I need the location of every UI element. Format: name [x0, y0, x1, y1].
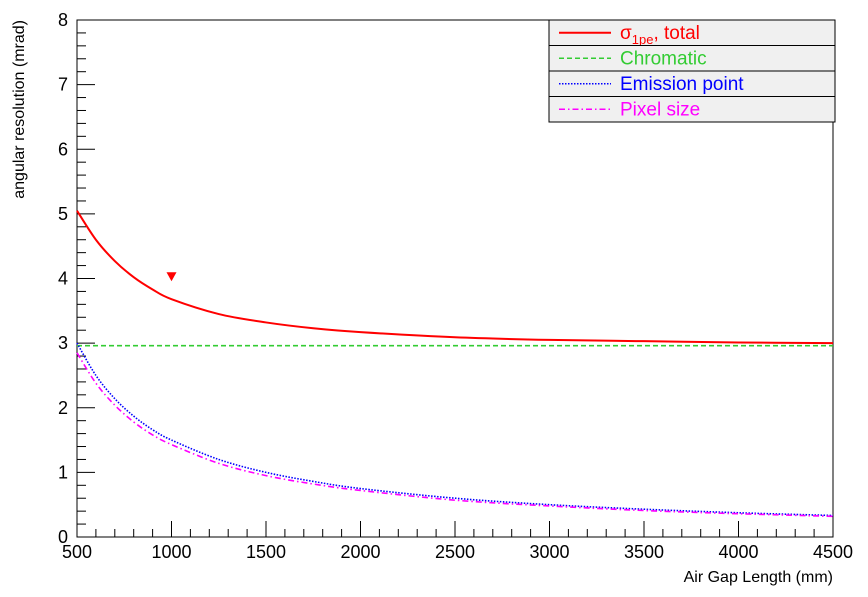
legend-label-subscript: 1pe [632, 32, 654, 47]
series-line-emission-point [76, 342, 834, 517]
x-tick-label: 1500 [246, 542, 286, 562]
y-tick-label: 7 [58, 75, 68, 95]
y-axis-title: angular resolution (mrad) [11, 20, 28, 199]
legend-label: Pixel size [620, 100, 700, 121]
legend-label-suffix: , total [653, 23, 699, 44]
legend-row [548, 45, 836, 72]
x-tick-label: 2000 [340, 542, 380, 562]
y-tick-label: 2 [58, 398, 68, 418]
y-tick-label: 6 [58, 139, 68, 159]
x-axis-title: Air Gap Length (mm) [684, 569, 833, 586]
y-tick-label: 4 [58, 269, 68, 289]
legend-label: σ1pe, total [620, 23, 700, 47]
legend-row [548, 96, 836, 123]
legend-label: Emission point [620, 74, 744, 95]
y-tick-label: 1 [58, 462, 68, 482]
x-tick-label: 500 [62, 542, 92, 562]
legend-label-symbol: σ [620, 23, 632, 44]
x-tick-label: 4500 [813, 542, 853, 562]
x-tick-label: 2500 [435, 542, 475, 562]
series-line-total-resolution [76, 210, 834, 345]
x-tick-label: 1000 [151, 542, 191, 562]
x-tick-label: 4000 [718, 542, 758, 562]
y-tick-label: 8 [58, 10, 68, 30]
y-tick-label: 3 [58, 333, 68, 353]
x-tick-label: 3000 [529, 542, 569, 562]
triangle-marker [166, 272, 177, 282]
legend-label: Chromatic [620, 49, 707, 70]
legend-row [548, 70, 836, 97]
x-tick-label: 3500 [624, 542, 664, 562]
y-tick-label: 0 [58, 527, 68, 547]
series-line-pixel-size [76, 352, 834, 518]
y-tick-label: 5 [58, 204, 68, 224]
